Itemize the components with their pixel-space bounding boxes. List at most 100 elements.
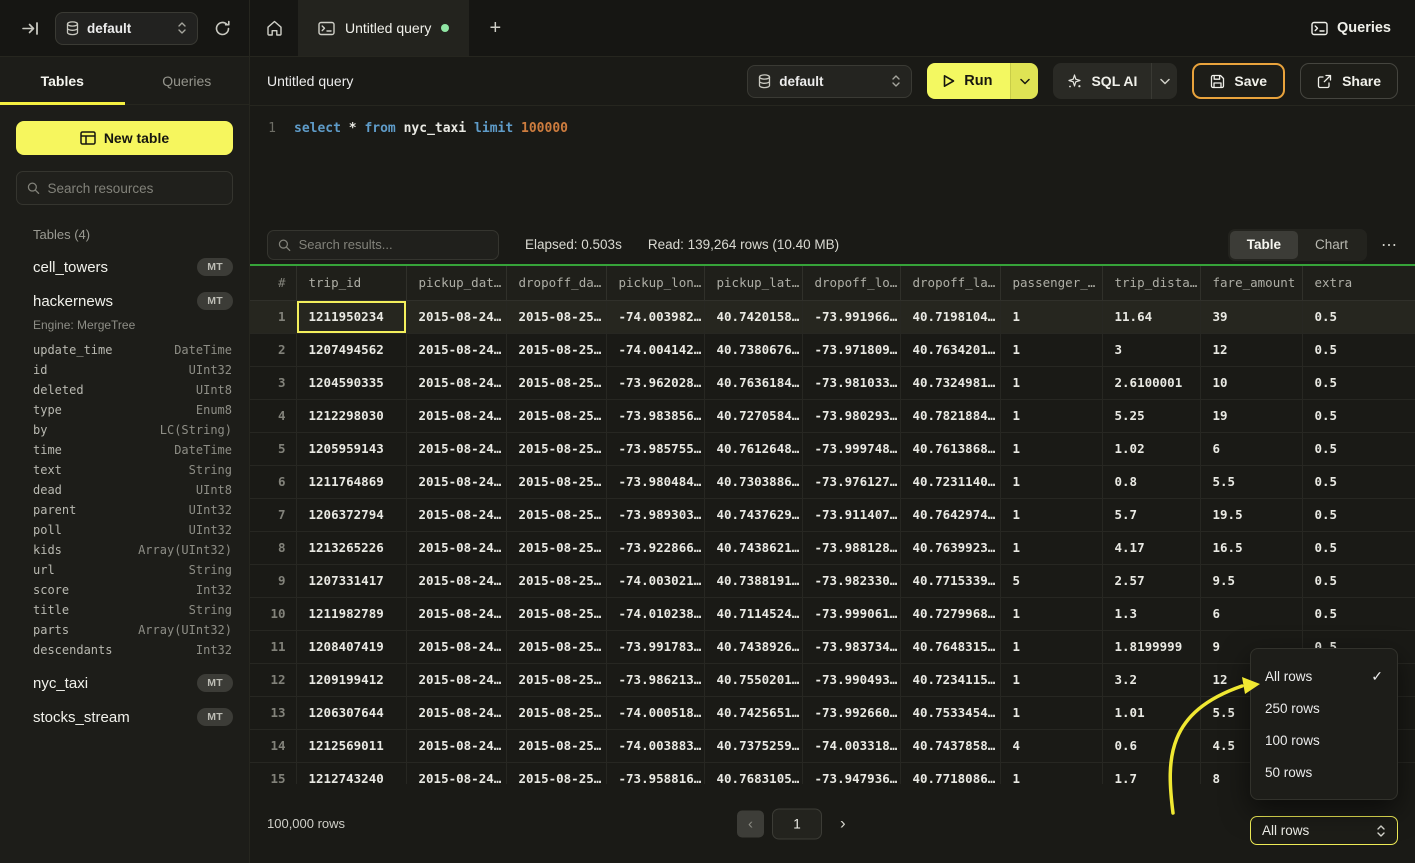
table-cell[interactable]: -73.981033… bbox=[802, 366, 901, 400]
table-cell[interactable]: 2015-08-25… bbox=[506, 465, 607, 499]
tab-untitled-query[interactable]: Untitled query bbox=[298, 0, 470, 56]
table-cell[interactable]: -74.003883… bbox=[606, 729, 705, 763]
table-cell[interactable]: 40.7821884… bbox=[900, 399, 1001, 433]
table-cell[interactable]: 1.3 bbox=[1102, 597, 1201, 631]
table-cell[interactable]: 1206372794 bbox=[296, 498, 407, 532]
table-cell[interactable]: 6 bbox=[1200, 597, 1303, 631]
table-cell[interactable]: 2015-08-25… bbox=[506, 762, 607, 784]
table-cell[interactable]: 2015-08-24… bbox=[406, 696, 507, 730]
table-cell[interactable]: 19 bbox=[1200, 399, 1303, 433]
table-cell[interactable]: 40.7380676… bbox=[704, 333, 803, 367]
table-cell[interactable]: 8 bbox=[250, 531, 297, 565]
table-cell[interactable]: 0.5 bbox=[1302, 300, 1415, 334]
table-cell[interactable]: -73.976127… bbox=[802, 465, 901, 499]
table-cell[interactable]: 2015-08-24… bbox=[406, 663, 507, 697]
table-cell[interactable]: 1209199412 bbox=[296, 663, 407, 697]
table-cell[interactable]: 1 bbox=[1000, 531, 1103, 565]
search-resources-input[interactable] bbox=[47, 180, 222, 196]
table-cell[interactable]: 1207331417 bbox=[296, 564, 407, 598]
table-cell[interactable]: -73.999748… bbox=[802, 432, 901, 466]
column-header-fare_amount[interactable]: fare_amount bbox=[1200, 266, 1303, 301]
table-cell[interactable]: 2015-08-24… bbox=[406, 531, 507, 565]
table-cell[interactable]: 40.7231140… bbox=[900, 465, 1001, 499]
table-cell[interactable]: -73.989303… bbox=[606, 498, 705, 532]
column-header-row-number[interactable]: # bbox=[250, 266, 297, 301]
table-cell[interactable]: 39 bbox=[1200, 300, 1303, 334]
table-cell[interactable]: 40.7533454… bbox=[900, 696, 1001, 730]
table-cell[interactable]: 1206307644 bbox=[296, 696, 407, 730]
table-cell[interactable]: 2015-08-24… bbox=[406, 366, 507, 400]
table-cell[interactable]: 1208407419 bbox=[296, 630, 407, 664]
table-cell[interactable]: 3 bbox=[250, 366, 297, 400]
table-cell[interactable]: 1 bbox=[250, 300, 297, 334]
column-header-passenger_[interactable]: passenger_… bbox=[1000, 266, 1103, 301]
table-cell[interactable]: 13 bbox=[250, 696, 297, 730]
table-cell[interactable]: 40.7388191… bbox=[704, 564, 803, 598]
table-cell[interactable]: 1213265226 bbox=[296, 531, 407, 565]
table-cell[interactable]: 1 bbox=[1000, 597, 1103, 631]
table-cell[interactable]: 0.5 bbox=[1302, 366, 1415, 400]
table-cell[interactable]: 2015-08-25… bbox=[506, 531, 607, 565]
table-cell[interactable]: 1 bbox=[1000, 465, 1103, 499]
table-cell[interactable]: 1 bbox=[1000, 498, 1103, 532]
table-cell[interactable]: 5.5 bbox=[1200, 465, 1303, 499]
table-cell[interactable]: 40.7683105… bbox=[704, 762, 803, 784]
table-cell[interactable]: 5 bbox=[250, 432, 297, 466]
table-cell[interactable]: 6 bbox=[250, 465, 297, 499]
table-cell[interactable]: 11.64 bbox=[1102, 300, 1201, 334]
table-cell[interactable]: 2015-08-25… bbox=[506, 333, 607, 367]
table-cell[interactable]: 1212569011 bbox=[296, 729, 407, 763]
sql-editor[interactable]: 1 select * from nyc_taxi limit 100000 bbox=[250, 106, 1415, 225]
table-cell[interactable]: 40.7718086… bbox=[900, 762, 1001, 784]
column-header-dropoff_lo[interactable]: dropoff_lo… bbox=[802, 266, 901, 301]
search-results-input[interactable] bbox=[298, 237, 488, 252]
table-cell[interactable]: 40.7114524… bbox=[704, 597, 803, 631]
table-cell[interactable]: 9.5 bbox=[1200, 564, 1303, 598]
table-cell[interactable]: -73.922866… bbox=[606, 531, 705, 565]
home-tab[interactable] bbox=[250, 0, 298, 56]
table-cell[interactable]: -74.003021… bbox=[606, 564, 705, 598]
table-cell[interactable]: 40.7636184… bbox=[704, 366, 803, 400]
table-cell[interactable]: 2015-08-24… bbox=[406, 300, 507, 334]
table-cell[interactable]: 16.5 bbox=[1200, 531, 1303, 565]
table-cell[interactable]: -74.004142… bbox=[606, 333, 705, 367]
table-cell[interactable]: 1.7 bbox=[1102, 762, 1201, 784]
table-cell[interactable]: -73.999061… bbox=[802, 597, 901, 631]
table-cell[interactable]: -74.003318… bbox=[802, 729, 901, 763]
column-header-pickup_lat[interactable]: pickup_lat… bbox=[704, 266, 803, 301]
table-cell[interactable]: 40.7279968… bbox=[900, 597, 1001, 631]
table-cell[interactable]: 3 bbox=[1102, 333, 1201, 367]
table-cell[interactable]: 0.5 bbox=[1302, 531, 1415, 565]
table-cell[interactable]: 40.7270584… bbox=[704, 399, 803, 433]
tab-queries[interactable]: Queries bbox=[162, 72, 212, 89]
menu-item-250-rows[interactable]: 250 rows bbox=[1251, 692, 1397, 724]
table-cell[interactable]: 1.01 bbox=[1102, 696, 1201, 730]
table-cell[interactable]: 2015-08-24… bbox=[406, 630, 507, 664]
page-size-select[interactable]: All rows bbox=[1250, 816, 1398, 845]
table-cell[interactable]: 1 bbox=[1000, 399, 1103, 433]
table-cell[interactable]: 1204590335 bbox=[296, 366, 407, 400]
column-header-dropoff_la[interactable]: dropoff_la… bbox=[900, 266, 1001, 301]
table-cell[interactable]: 2015-08-25… bbox=[506, 432, 607, 466]
table-cell[interactable]: 2015-08-25… bbox=[506, 498, 607, 532]
table-cell[interactable]: -73.980484… bbox=[606, 465, 705, 499]
table-cell[interactable]: 5.25 bbox=[1102, 399, 1201, 433]
table-item-stocks_stream[interactable]: stocks_stream MT bbox=[16, 700, 233, 734]
table-cell[interactable]: 1 bbox=[1000, 300, 1103, 334]
page-number[interactable]: 1 bbox=[772, 808, 822, 839]
save-button[interactable]: Save bbox=[1192, 63, 1286, 99]
table-item-cell_towers[interactable]: cell_towers MT bbox=[16, 250, 233, 284]
table-cell[interactable]: 2015-08-24… bbox=[406, 597, 507, 631]
share-button[interactable]: Share bbox=[1300, 63, 1398, 99]
table-cell[interactable]: 2015-08-24… bbox=[406, 465, 507, 499]
table-cell[interactable]: -73.985755… bbox=[606, 432, 705, 466]
table-cell[interactable]: 2015-08-25… bbox=[506, 399, 607, 433]
table-cell[interactable]: -73.991966… bbox=[802, 300, 901, 334]
toggle-chart[interactable]: Chart bbox=[1298, 231, 1365, 259]
table-cell[interactable]: 7 bbox=[250, 498, 297, 532]
queries-button[interactable]: Queries bbox=[1311, 20, 1391, 36]
table-cell[interactable]: 40.7438621… bbox=[704, 531, 803, 565]
table-cell[interactable]: 1 bbox=[1000, 630, 1103, 664]
table-cell[interactable]: 4.17 bbox=[1102, 531, 1201, 565]
table-cell[interactable]: 0.8 bbox=[1102, 465, 1201, 499]
